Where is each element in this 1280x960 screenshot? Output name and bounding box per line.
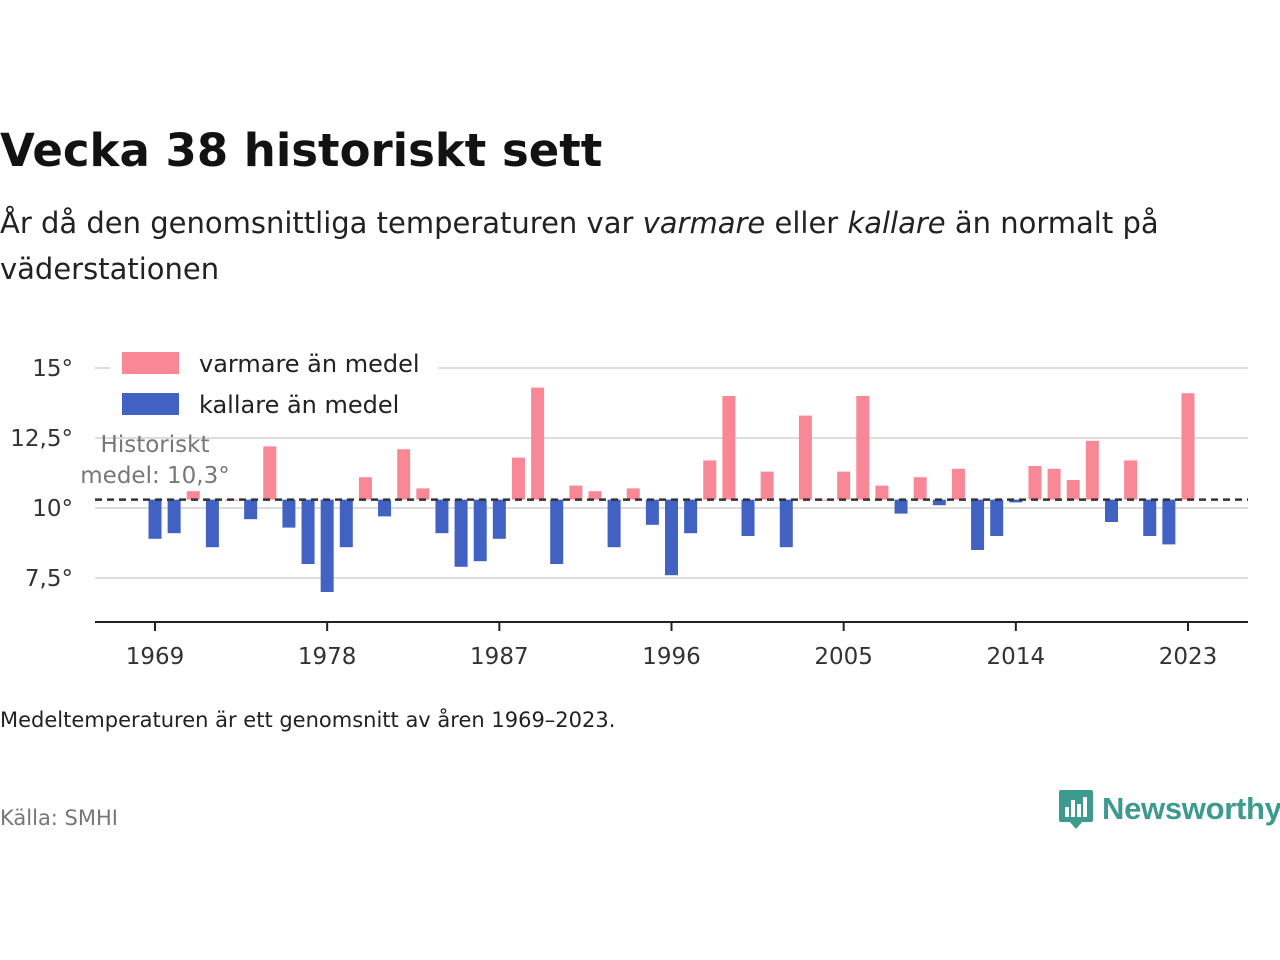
reference-label: Historiskt medel: 10,3°: [80, 432, 229, 489]
bar-2022: [1162, 499, 1176, 545]
bar-2010: [932, 499, 946, 506]
bar-1997: [684, 499, 698, 534]
bar-2001: [760, 471, 774, 500]
bar-chart-speech-bubble-icon: [1059, 790, 1093, 829]
bar-1974: [244, 499, 258, 520]
x-tick-label: 1996: [642, 644, 701, 670]
x-tick-label: 2005: [814, 644, 873, 670]
bar-2017: [1066, 480, 1080, 500]
subtitle-part-3: än normalt på väderstationen: [0, 206, 1159, 286]
x-tick-label: 2014: [987, 644, 1046, 670]
subtitle-cold-word: kallare: [847, 206, 946, 240]
chart-subtitle: År då den genomsnittliga temperaturen va…: [0, 200, 1240, 292]
legend: varmare än medel kallare än medel: [110, 342, 438, 434]
bar-2002: [779, 499, 793, 548]
reference-label-line: Historiskt: [101, 432, 210, 458]
y-tick-label: 12,5°: [10, 426, 73, 452]
bar-1978: [320, 499, 334, 592]
bar-1976: [282, 499, 296, 528]
legend-label: varmare än medel: [199, 350, 420, 378]
bar-1981: [378, 499, 392, 517]
bars: [148, 387, 1195, 592]
brand-logo: Newsworthy: [1058, 788, 1280, 830]
y-tick-label: 7,5°: [25, 566, 73, 592]
bar-1991: [569, 485, 583, 500]
bar-2007: [875, 485, 889, 500]
bar-1979: [339, 499, 353, 548]
bar-2019: [1104, 499, 1118, 522]
bar-1992: [588, 491, 602, 500]
bar-2009: [913, 477, 927, 500]
bar-1970: [167, 499, 181, 534]
y-tick-label: 10°: [32, 496, 73, 522]
bar-2015: [1028, 466, 1042, 500]
bar-1990: [550, 499, 564, 564]
bar-2023: [1181, 393, 1195, 500]
bar-1986: [473, 499, 487, 562]
subtitle-warm-word: varmare: [642, 206, 766, 240]
bar-2004: [818, 499, 832, 501]
bar-1988: [511, 457, 525, 500]
bar-1983: [416, 488, 430, 500]
bar-2012: [971, 499, 985, 550]
bar-2020: [1124, 460, 1138, 500]
x-axis: 1969 1978 1987 1996 2005 2014 2023: [126, 622, 1218, 670]
source-credit: Källa: SMHI: [0, 806, 118, 830]
y-tick-label: 15°: [32, 356, 73, 382]
bar-1969: [148, 499, 162, 539]
legend-swatch: [122, 393, 179, 415]
bar-2005: [837, 471, 851, 500]
bar-2013: [990, 499, 1004, 536]
bar-2018: [1085, 440, 1099, 500]
bar-1998: [703, 460, 717, 500]
bar-1987: [492, 499, 506, 539]
bar-1980: [358, 477, 372, 500]
x-tick-label: 1987: [470, 644, 529, 670]
legend-label: kallare än medel: [199, 391, 399, 419]
bar-2021: [1143, 499, 1157, 536]
bar-1982: [397, 449, 411, 500]
brand-name: Newsworthy: [1102, 791, 1280, 826]
bar-1972: [205, 499, 219, 548]
bar-1971: [186, 491, 200, 500]
subtitle-part-1: År då den genomsnittliga temperaturen va…: [0, 206, 643, 240]
bar-2006: [856, 396, 870, 500]
x-tick-label: 1969: [126, 644, 185, 670]
legend-swatch: [122, 352, 179, 374]
chart-title: Vecka 38 historiskt sett: [0, 124, 603, 177]
reference-label-line: medel: 10,3°: [80, 463, 229, 489]
bar-2008: [894, 499, 908, 514]
bar-1975: [263, 446, 277, 500]
x-tick-label: 1978: [298, 644, 357, 670]
bar-1993: [607, 499, 621, 548]
x-tick-label: 2023: [1159, 644, 1218, 670]
bar-1984: [435, 499, 449, 534]
temperature-bar-chart: 7,5° 10° 12,5° 15° Historiskt medel: 10,3° 1…: [10, 342, 1248, 670]
y-axis: 7,5° 10° 12,5° 15°: [10, 356, 73, 592]
bar-2000: [741, 499, 755, 536]
bar-2016: [1047, 468, 1061, 500]
bar-1977: [301, 499, 315, 564]
bar-1995: [645, 499, 659, 525]
bar-1994: [626, 488, 640, 500]
bar-1989: [531, 387, 545, 500]
bar-1996: [665, 499, 678, 576]
bar-2011: [951, 468, 965, 500]
bar-2014: [1009, 499, 1023, 503]
bar-1999: [722, 396, 736, 500]
subtitle-part-2: eller: [765, 206, 848, 240]
bar-1985: [454, 499, 468, 567]
footnote: Medeltemperaturen är ett genomsnitt av å…: [0, 708, 616, 732]
bar-2003: [798, 415, 812, 500]
